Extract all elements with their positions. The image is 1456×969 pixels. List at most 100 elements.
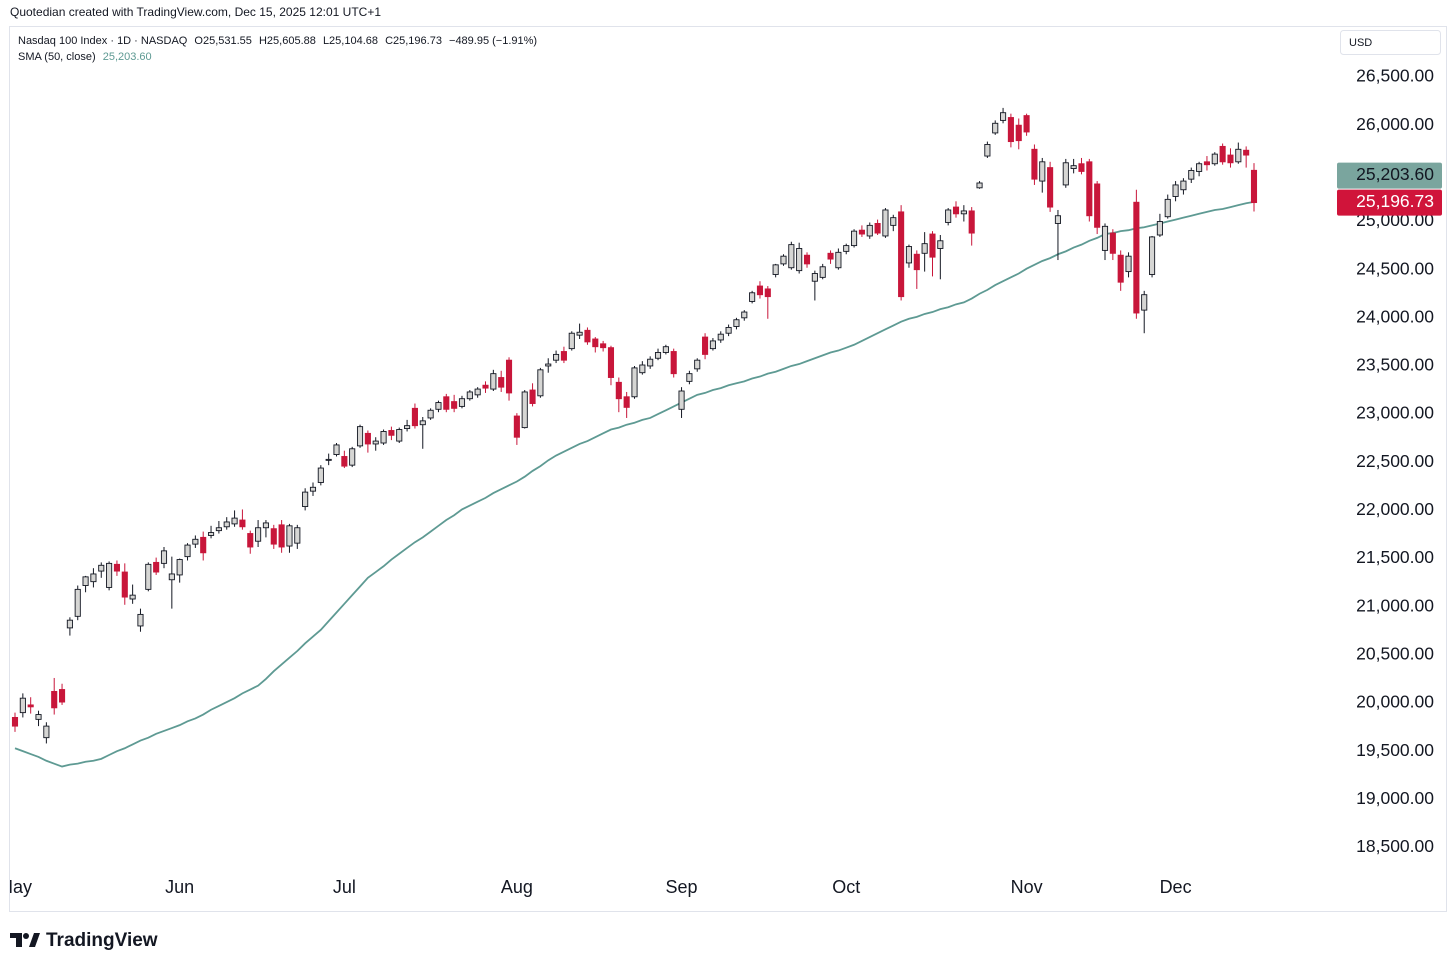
candle-body [1227,154,1234,164]
candle-body [98,564,105,572]
candle-body [725,326,732,334]
candle-body [317,467,324,483]
x-tick-label: Jun [165,877,194,897]
currency[interactable]: USD [1349,37,1372,49]
candle-body [654,352,662,359]
y-tick-label: 19,000.00 [1356,788,1434,808]
candle-body [278,524,285,548]
candle-body [1070,165,1077,170]
candle-body [803,254,811,265]
candle-body [482,384,489,389]
y-tick-label: 21,500.00 [1356,547,1434,567]
candle-body [623,396,630,408]
candle-body [490,373,497,390]
candle-body [607,347,615,378]
candle-body [106,562,113,588]
candle-body [741,311,748,319]
legend-change: −489.95 (−1.91%) [449,35,537,47]
candle-body [372,440,379,445]
candle-body [811,273,818,282]
candle-body [1164,198,1171,218]
candle-body [827,252,834,260]
candle-body [43,725,50,739]
candle-body [349,448,356,466]
candle-body [913,253,920,271]
x-tick-label: Aug [501,877,533,897]
candle-body [984,144,991,157]
candle-body [498,377,505,388]
candle-body [153,561,160,573]
sma-price-label: 25,203.60 [1356,164,1434,184]
candle-body [51,690,58,709]
candle-body [788,244,795,269]
y-tick-label: 22,000.00 [1356,499,1434,519]
candle-body [945,209,952,223]
candle-body [702,336,709,355]
candle-body [898,211,905,298]
candle-body [223,521,230,528]
legend-symbol: Nasdaq 100 Index · 1D · NASDAQ O25,531.5… [18,35,537,47]
candle-body [35,714,42,720]
legend-open: O25,531.55 [194,35,252,47]
candle-body [356,426,364,447]
candle-body [992,122,999,134]
brand: TradingView [46,930,158,951]
credit: Quotedian created with TradingView.com, … [10,5,381,19]
candle-body [74,588,81,617]
candle-body [756,285,764,296]
y-tick-label: 19,500.00 [1356,740,1434,760]
candle-body [1203,161,1210,166]
candle-body [168,573,175,581]
y-tick-label: 21,000.00 [1356,595,1434,615]
candle-body [1188,170,1195,180]
symbol: Nasdaq 100 Index · 1D · NASDAQ [18,35,188,47]
candle-body [1133,201,1140,314]
sma-price-badge [1337,162,1442,189]
sma-line [14,201,1255,768]
candle-body [59,689,66,703]
candle-body [1180,180,1187,191]
candle-body [513,415,520,438]
candle-body [404,425,411,430]
candle-body [1219,145,1226,163]
candle-body [976,182,983,189]
candle-body [780,255,787,265]
candle-body [709,340,716,350]
candle-body [890,217,897,226]
y-tick-label: 20,000.00 [1356,692,1434,712]
candle-body [819,266,826,278]
candle-body [129,594,136,600]
y-tick-label: 24,000.00 [1356,306,1434,326]
candle-body [764,288,771,298]
candle-body [1039,161,1046,182]
y-tick-label: 20,500.00 [1356,643,1434,663]
candle-body [772,264,779,275]
candle-body [1054,215,1062,224]
candle-body [1078,163,1085,172]
candle-body [325,458,332,461]
candle-body [1156,221,1163,236]
candle-body [184,544,191,558]
candle-body [427,409,434,419]
x-tick-label: Nov [1011,877,1043,897]
candle-body [333,444,340,456]
close-price-label: 25,196.73 [1356,191,1434,211]
brand-logo: TradingView [10,930,158,951]
y-tick-label: 23,500.00 [1356,355,1434,375]
candle-body [1109,232,1116,254]
currency-box[interactable] [1340,30,1441,55]
y-tick-label: 18,500.00 [1356,836,1434,856]
candle-body [694,359,701,370]
sma-name: SMA (50, close) [18,51,96,63]
candle-body [66,619,73,629]
candle-body [592,338,599,348]
candle-body [396,429,403,442]
candle-body [670,351,677,375]
close-price-badge [1337,189,1442,216]
legend-close: C25,196.73 [385,35,442,47]
candle-body [294,527,301,544]
candle-body [19,697,26,714]
sma-value: 25,203.60 [103,51,152,63]
candle-body [1141,294,1148,311]
